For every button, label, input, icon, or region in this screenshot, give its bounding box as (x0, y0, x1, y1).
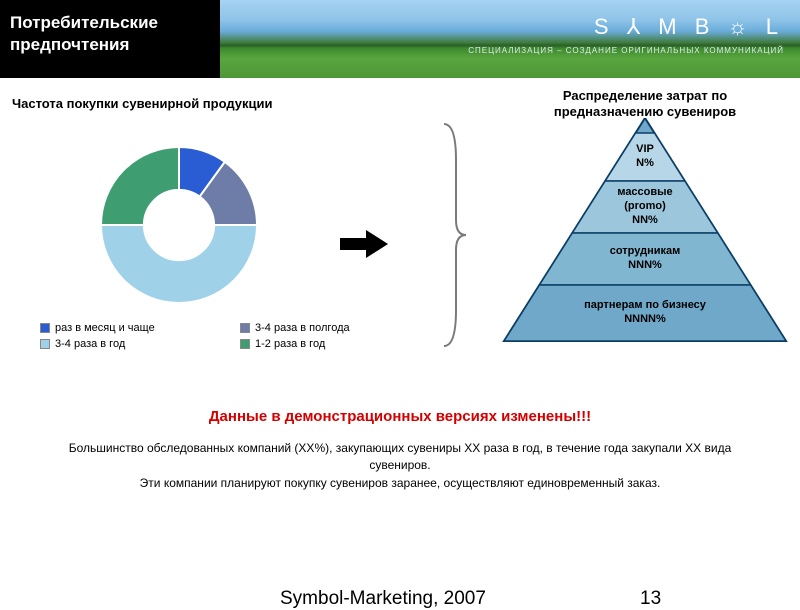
chart-right-title: Распределение затрат по предназначению с… (510, 88, 780, 121)
pyramid-level: сотрудникамNNN% (539, 233, 750, 285)
footer-company: Symbol-Marketing, 2007 (280, 588, 486, 610)
pyramid-level: партнерам по бизнесуNNNN% (504, 285, 786, 341)
slide-title-line1: Потребительские (10, 12, 210, 34)
pyramid-chart: VIPN%массовые(promo)NN%сотрудникамNNN%па… (500, 118, 790, 353)
legend-swatch (240, 323, 250, 333)
pyramid-level: массовые(promo)NN% (572, 181, 717, 233)
legend-label: 1-2 раза в год (255, 338, 325, 350)
footer-page: 13 (640, 588, 661, 610)
legend-swatch (240, 339, 250, 349)
legend-label: раз в месяц и чаще (55, 322, 155, 334)
chart-left-title: Частота покупки сувенирной продукции (12, 96, 272, 111)
slide-title-line2: предпочтения (10, 34, 210, 56)
legend-item: 3-4 раза в полгода (240, 322, 440, 334)
brace-icon (440, 120, 468, 350)
legend-label: 3-4 раза в год (55, 338, 125, 350)
legend-item: 1-2 раза в год (240, 338, 440, 350)
arrow-icon (340, 230, 388, 258)
legend-label: 3-4 раза в полгода (255, 322, 350, 334)
legend-item: 3-4 раза в год (40, 338, 240, 350)
logo: S ⅄ M B ☼ L (594, 14, 784, 40)
body-line2: Эти компании планируют покупку сувениров… (60, 475, 740, 492)
legend-item: раз в месяц и чаще (40, 322, 240, 334)
tagline: СПЕЦИАЛИЗАЦИЯ – СОЗДАНИЕ ОРИГИНАЛЬНЫХ КО… (468, 46, 784, 55)
slide-title-block: Потребительские предпочтения (0, 0, 220, 78)
legend-swatch (40, 323, 50, 333)
donut-chart (94, 140, 264, 310)
warning-text: Данные в демонстрационных версиях измене… (0, 408, 800, 425)
body-text: Большинство обследованных компаний (ХХ%)… (60, 440, 740, 492)
pyramid-level: VIPN% (605, 133, 685, 181)
body-line1: Большинство обследованных компаний (ХХ%)… (60, 440, 740, 475)
donut-legend: раз в месяц и чаще 3-4 раза в полгода 3-… (40, 322, 440, 354)
legend-swatch (40, 339, 50, 349)
